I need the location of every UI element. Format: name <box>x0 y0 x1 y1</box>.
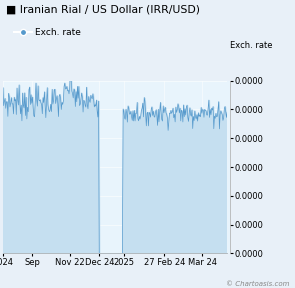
Legend: Exch. rate: Exch. rate <box>10 25 84 41</box>
Text: ■ Iranian Rial / US Dollar (IRR/USD): ■ Iranian Rial / US Dollar (IRR/USD) <box>6 4 200 14</box>
Text: © Chartoasis.com: © Chartoasis.com <box>226 281 289 287</box>
Text: Exch. rate: Exch. rate <box>230 41 273 50</box>
